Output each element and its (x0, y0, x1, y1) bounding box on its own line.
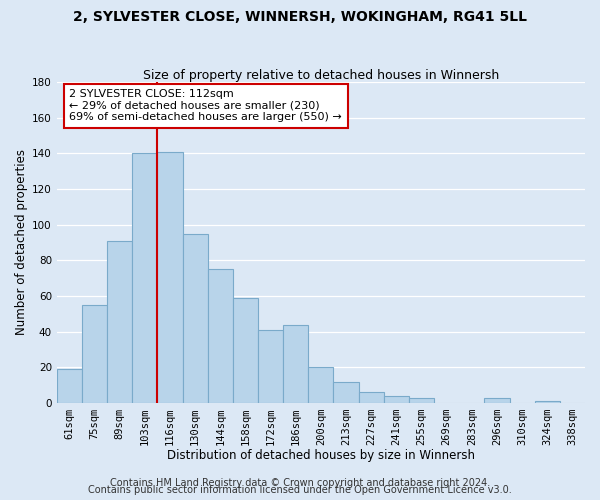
Bar (157, 152, 182, 403)
Text: Contains public sector information licensed under the Open Government Licence v3: Contains public sector information licen… (88, 485, 512, 495)
Bar (258, 330, 283, 403)
Bar (308, 368, 334, 403)
Text: 2 SYLVESTER CLOSE: 112sqm
← 29% of detached houses are smaller (230)
69% of semi: 2 SYLVESTER CLOSE: 112sqm ← 29% of detac… (70, 89, 342, 122)
Bar (484, 398, 509, 403)
Y-axis label: Number of detached properties: Number of detached properties (15, 150, 28, 336)
Bar (409, 398, 434, 403)
Bar (359, 392, 384, 403)
X-axis label: Distribution of detached houses by size in Winnersh: Distribution of detached houses by size … (167, 450, 475, 462)
Bar (132, 154, 157, 403)
Bar (233, 298, 258, 403)
Text: 2, SYLVESTER CLOSE, WINNERSH, WOKINGHAM, RG41 5LL: 2, SYLVESTER CLOSE, WINNERSH, WOKINGHAM,… (73, 10, 527, 24)
Bar (384, 396, 409, 403)
Bar (283, 324, 308, 403)
Bar (57, 369, 82, 403)
Title: Size of property relative to detached houses in Winnersh: Size of property relative to detached ho… (143, 69, 499, 82)
Bar (334, 382, 359, 403)
Bar (208, 269, 233, 403)
Bar (82, 305, 107, 403)
Bar (107, 240, 132, 403)
Bar (182, 234, 208, 403)
Bar (535, 401, 560, 403)
Text: Contains HM Land Registry data © Crown copyright and database right 2024.: Contains HM Land Registry data © Crown c… (110, 478, 490, 488)
